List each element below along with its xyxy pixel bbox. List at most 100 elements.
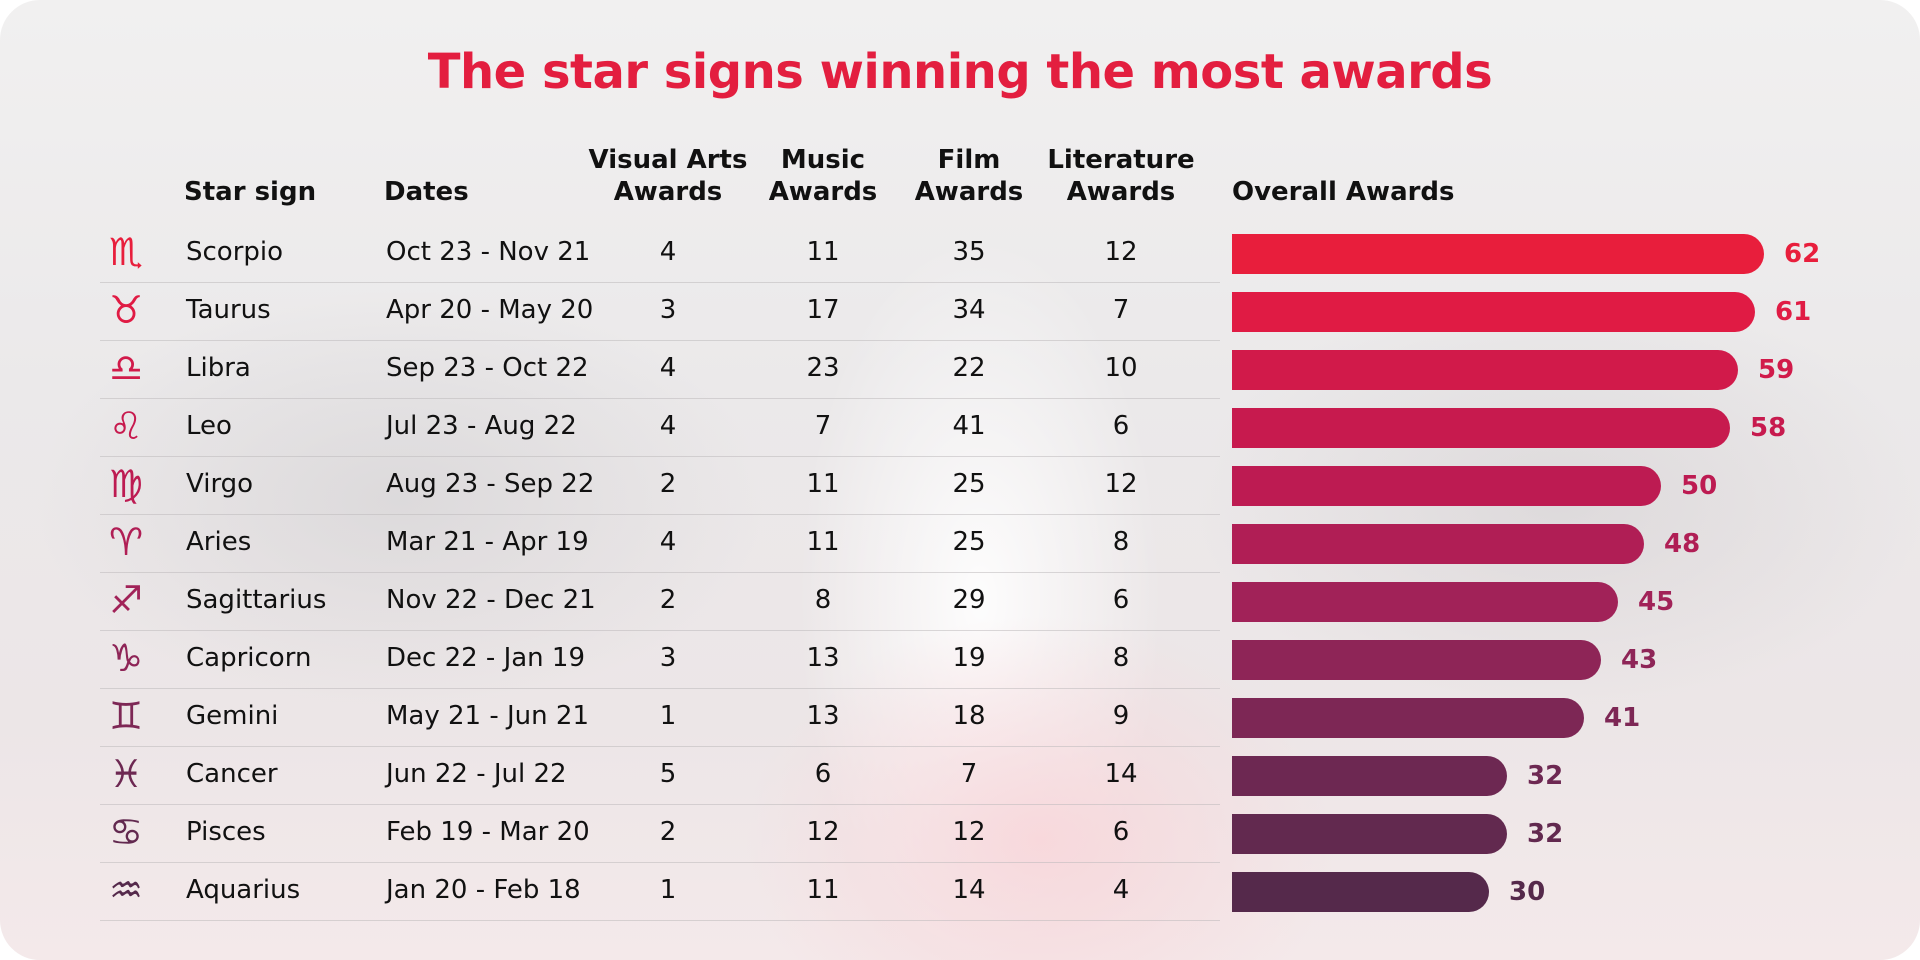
overall-bar xyxy=(1232,640,1601,680)
dates-cell: Dec 22 - Jan 19 xyxy=(386,643,585,673)
star-sign-name: Cancer xyxy=(186,759,278,789)
film-cell: 29 xyxy=(952,585,986,615)
header-music: Music Awards xyxy=(768,145,878,207)
table-row: ♍ Virgo Aug 23 - Sep 22 2 11 25 12 xyxy=(100,456,1220,515)
overall-value-label: 32 xyxy=(1527,819,1564,849)
dates-cell: Oct 23 - Nov 21 xyxy=(386,237,591,267)
literature-cell: 12 xyxy=(1104,469,1138,499)
virgo-icon: ♍ xyxy=(108,462,144,506)
film-cell: 25 xyxy=(952,527,986,557)
music-cell: 7 xyxy=(814,411,832,441)
gemini-icon: ♊ xyxy=(108,694,144,738)
star-sign-name: Capricorn xyxy=(186,643,312,673)
dates-cell: Nov 22 - Dec 21 xyxy=(386,585,596,615)
visual-arts-cell: 2 xyxy=(659,469,677,499)
table-row: ♐ Sagittarius Nov 22 - Dec 21 2 8 29 6 xyxy=(100,572,1220,631)
music-cell: 23 xyxy=(806,353,840,383)
literature-cell: 9 xyxy=(1112,701,1130,731)
cancer-icon: ♋ xyxy=(108,810,144,854)
visual-arts-cell: 4 xyxy=(659,411,677,441)
literature-cell: 14 xyxy=(1104,759,1138,789)
music-cell: 11 xyxy=(806,237,840,267)
visual-arts-cell: 3 xyxy=(659,643,677,673)
star-sign-name: Virgo xyxy=(186,469,254,499)
star-sign-name: Aries xyxy=(186,527,252,557)
music-cell: 17 xyxy=(806,295,840,325)
dates-cell: Jun 22 - Jul 22 xyxy=(386,759,567,789)
literature-cell: 6 xyxy=(1112,411,1130,441)
dates-cell: Jul 23 - Aug 22 xyxy=(386,411,577,441)
table-row: ♎ Libra Sep 23 - Oct 22 4 23 22 10 xyxy=(100,340,1220,399)
overall-bar xyxy=(1232,234,1764,274)
literature-cell: 6 xyxy=(1112,817,1130,847)
literature-cell: 6 xyxy=(1112,585,1130,615)
star-sign-name: Aquarius xyxy=(186,875,301,905)
visual-arts-cell: 1 xyxy=(659,875,677,905)
star-sign-name: Taurus xyxy=(186,295,271,325)
dates-cell: Sep 23 - Oct 22 xyxy=(386,353,589,383)
film-cell: 34 xyxy=(952,295,986,325)
table-row: ♓ Cancer Jun 22 - Jul 22 5 6 7 14 xyxy=(100,746,1220,805)
star-sign-name: Gemini xyxy=(186,701,279,731)
star-sign-name: Libra xyxy=(186,353,251,383)
overall-bar xyxy=(1232,408,1730,448)
star-sign-name: Sagittarius xyxy=(186,585,327,615)
music-cell: 6 xyxy=(814,759,832,789)
header-literature: Literature Awards xyxy=(1047,145,1195,207)
table-row: ♒ Aquarius Jan 20 - Feb 18 1 11 14 4 xyxy=(100,862,1220,921)
star-sign-name: Scorpio xyxy=(186,237,284,267)
literature-cell: 7 xyxy=(1112,295,1130,325)
overall-bar xyxy=(1232,872,1489,912)
overall-value-label: 48 xyxy=(1664,529,1701,559)
sagittarius-icon: ♐ xyxy=(108,578,144,622)
overall-value-label: 41 xyxy=(1604,703,1641,733)
overall-value-label: 50 xyxy=(1681,471,1718,501)
visual-arts-cell: 4 xyxy=(659,237,677,267)
overall-value-label: 43 xyxy=(1621,645,1658,675)
scorpio-icon: ♏ xyxy=(108,230,144,274)
literature-cell: 8 xyxy=(1112,643,1130,673)
overall-value-label: 61 xyxy=(1775,297,1812,327)
overall-bar xyxy=(1232,524,1644,564)
overall-value-label: 58 xyxy=(1750,413,1787,443)
film-cell: 7 xyxy=(960,759,978,789)
film-cell: 35 xyxy=(952,237,986,267)
table-row: ♈ Aries Mar 21 - Apr 19 4 11 25 8 xyxy=(100,514,1220,573)
dates-cell: Apr 20 - May 20 xyxy=(386,295,594,325)
star-sign-name: Pisces xyxy=(186,817,266,847)
overall-bar xyxy=(1232,292,1755,332)
overall-bar xyxy=(1232,698,1584,738)
film-cell: 22 xyxy=(952,353,986,383)
chart-title: The star signs winning the most awards xyxy=(427,44,1493,100)
overall-bar xyxy=(1232,466,1661,506)
taurus-icon: ♉ xyxy=(108,288,144,332)
music-cell: 11 xyxy=(806,875,840,905)
header-visual-arts: Visual Arts Awards xyxy=(588,145,748,207)
overall-value-label: 45 xyxy=(1638,587,1675,617)
music-cell: 13 xyxy=(806,701,840,731)
visual-arts-cell: 4 xyxy=(659,527,677,557)
overall-value-label: 62 xyxy=(1784,239,1821,269)
literature-cell: 8 xyxy=(1112,527,1130,557)
leo-icon: ♌ xyxy=(108,404,144,448)
table-row: ♑ Capricorn Dec 22 - Jan 19 3 13 19 8 xyxy=(100,630,1220,689)
table-row: ♊ Gemini May 21 - Jun 21 1 13 18 9 xyxy=(100,688,1220,747)
dates-cell: Jan 20 - Feb 18 xyxy=(386,875,581,905)
film-cell: 14 xyxy=(952,875,986,905)
music-cell: 13 xyxy=(806,643,840,673)
music-cell: 11 xyxy=(806,527,840,557)
dates-cell: Mar 21 - Apr 19 xyxy=(386,527,589,557)
aquarius-icon: ♒ xyxy=(108,868,144,912)
visual-arts-cell: 2 xyxy=(659,585,677,615)
music-cell: 11 xyxy=(806,469,840,499)
dates-cell: May 21 - Jun 21 xyxy=(386,701,589,731)
visual-arts-cell: 3 xyxy=(659,295,677,325)
table-row: ♋ Pisces Feb 19 - Mar 20 2 12 12 6 xyxy=(100,804,1220,863)
film-cell: 12 xyxy=(952,817,986,847)
dates-cell: Feb 19 - Mar 20 xyxy=(386,817,590,847)
literature-cell: 12 xyxy=(1104,237,1138,267)
visual-arts-cell: 4 xyxy=(659,353,677,383)
visual-arts-cell: 5 xyxy=(659,759,677,789)
header-dates: Dates xyxy=(384,177,469,207)
